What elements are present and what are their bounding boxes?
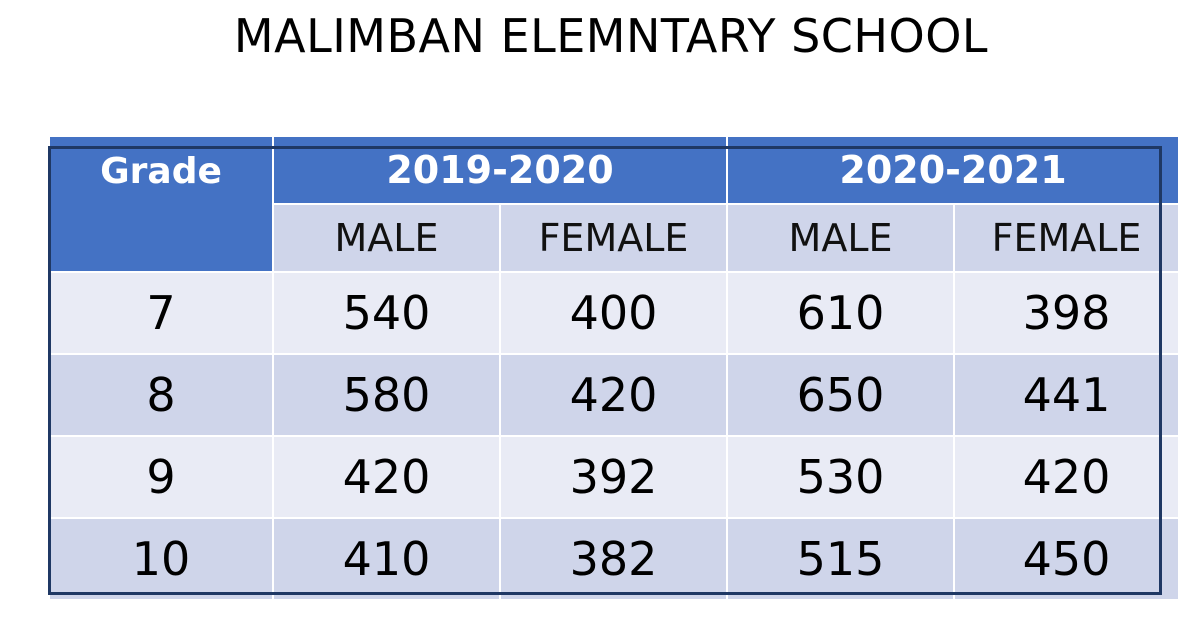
header-row-years: Grade 2019-2020 2020-2021: [48, 135, 1181, 273]
enrollment-table: Grade 2019-2020 2020-2021 MALE FEMALE MA…: [48, 135, 1181, 601]
table-cell: 420: [498, 353, 729, 437]
enrollment-table-container: Grade 2019-2020 2020-2021 MALE FEMALE MA…: [48, 135, 1181, 601]
table-cell: 530: [726, 435, 956, 519]
table-row: 9 420 392 530 420: [48, 435, 1181, 519]
table-cell: 420: [953, 435, 1181, 519]
grade-cell: 9: [48, 435, 274, 519]
table-row: 7 540 400 610 398: [48, 271, 1181, 355]
table-cell: 450: [953, 517, 1181, 601]
table-cell: 382: [498, 517, 729, 601]
gender-header: FEMALE: [953, 203, 1181, 273]
table-cell: 410: [272, 517, 501, 601]
grade-cell: 8: [48, 353, 274, 437]
table-cell: 398: [953, 271, 1181, 355]
table-row: 10 410 382 515 450: [48, 517, 1181, 601]
table-cell: 420: [272, 435, 501, 519]
year-header: 2019-2020: [271, 135, 729, 205]
gender-header: MALE: [726, 203, 956, 273]
grade-cell: 7: [48, 271, 274, 355]
table-cell: 441: [953, 353, 1181, 437]
table-cell: 392: [498, 435, 729, 519]
table-cell: 610: [726, 271, 956, 355]
table-cell: 540: [272, 271, 501, 355]
header-row-gender: MALE FEMALE MALE FEMALE: [49, 203, 1181, 273]
gender-header: FEMALE: [498, 203, 729, 273]
grade-cell: 10: [48, 517, 274, 601]
table-row: 8 580 420 650 441: [48, 353, 1181, 437]
table-cell: 580: [272, 353, 501, 437]
table-cell: 400: [498, 271, 729, 355]
page-title: MALIMBAN ELEMNTARY SCHOOL: [233, 9, 989, 63]
year-header: 2020-2021: [726, 135, 1181, 205]
table-cell: 515: [726, 517, 956, 601]
table-cell: 650: [726, 353, 956, 437]
grade-header: Grade: [48, 135, 274, 273]
gender-header: MALE: [272, 203, 501, 273]
